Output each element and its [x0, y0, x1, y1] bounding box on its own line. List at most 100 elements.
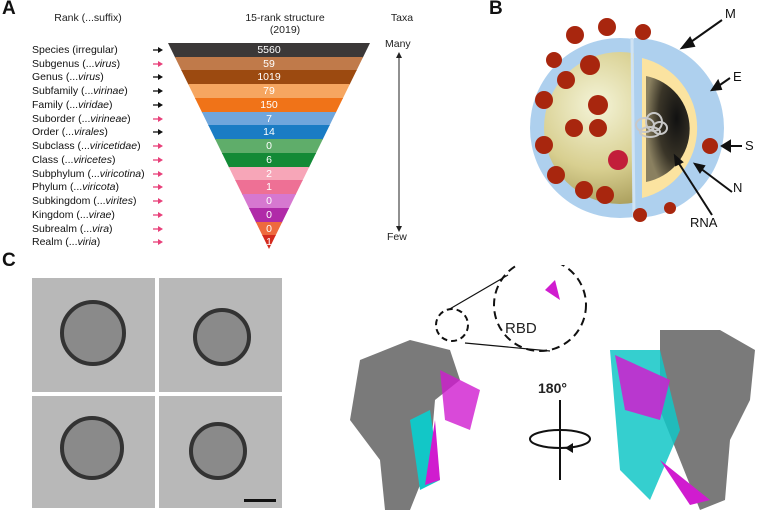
rank-name: Subrealm [32, 222, 77, 235]
pyramid-band: 150 [168, 97, 370, 113]
rank-suffix: viria [77, 236, 97, 249]
cryo-em-tile-1 [32, 278, 155, 392]
rank-name: Subclass [32, 140, 75, 153]
rank-suffix: viricotina [99, 167, 142, 180]
label-m: M [725, 6, 736, 21]
rbd-label: RBD [505, 320, 537, 337]
rank-name: Species [32, 44, 70, 56]
rotation-axis-icon [529, 400, 591, 480]
label-rna: RNA [690, 215, 718, 230]
spike-protein-back-view [610, 330, 755, 510]
rank-name: Family [32, 98, 63, 111]
pyramid-band: 59 [168, 56, 370, 72]
structure-header: 15-rank structure (2019) [210, 12, 360, 36]
rank-label: Realm (...viria) [32, 236, 101, 249]
pyramid-band: 0 [168, 194, 370, 209]
structure-header-line1: 15-rank structure [245, 12, 325, 24]
panel-c-letter: C [2, 250, 16, 271]
pyramid-band: 0 [168, 207, 370, 223]
rank-name: Kingdom [32, 208, 74, 221]
spike-protein-front-view [350, 340, 480, 510]
rank-suffix: virinae [93, 85, 125, 98]
pyramid-band: 0 [168, 221, 370, 237]
spike-proteins [535, 18, 718, 222]
pyramid-band: 2 [168, 166, 370, 182]
rank-label: Genus (...virus) [32, 71, 104, 84]
rank-arrow-icon [153, 156, 163, 163]
rank-suffix: virales [74, 126, 105, 139]
rank-name: Genus [32, 71, 63, 84]
rank-arrow-icon [153, 101, 163, 108]
rank-suffix: viridae [78, 98, 110, 111]
rank-suffix: virineae [90, 112, 128, 125]
taxa-many-label: Many [385, 38, 411, 50]
rank-arrow-icon [153, 60, 163, 67]
cryo-em-grid [32, 278, 282, 508]
pyramid-band: 14 [168, 125, 370, 141]
rank-label: Class (...viricetes) [32, 153, 116, 166]
taxonomy-pyramid: 5560 59 1019 79 150 7 14 0 6 2 1 0 0 0 1 [168, 43, 370, 249]
rank-arrow-icon [153, 170, 163, 177]
rank-name: Subkingdom [32, 195, 91, 208]
rank-label: Phylum (...viricota) [32, 181, 119, 194]
pyramid-band: 0 [168, 139, 370, 154]
rank-arrow-icon [153, 143, 163, 150]
pyramid-band: 7 [168, 111, 370, 127]
pyramid-band: 6 [168, 152, 370, 168]
rank-name: Subphylum [32, 167, 85, 180]
cryo-em-tile-4 [159, 396, 282, 508]
rank-suffix: vira [92, 222, 110, 235]
rank-name: Class [32, 153, 59, 166]
rank-label: Subclass (...viricetidae) [32, 140, 141, 153]
structure-header-line2: (2019) [269, 24, 301, 36]
pyramid-band: 79 [168, 84, 370, 99]
rotation-label: 180° [538, 380, 567, 396]
rank-name: Realm [32, 236, 63, 249]
rank-label: Subphylum (...viricotina) [32, 167, 145, 180]
rank-label: Kingdom (...virae) [32, 208, 115, 221]
rank-header: Rank (...suffix) [54, 12, 122, 24]
rank-suffix: viricetidae [89, 140, 138, 153]
rank-name: Subgenus [32, 57, 80, 70]
rna-strands [635, 112, 668, 138]
rank-suffix: viricetes [73, 153, 112, 166]
rank-suffix: virus [94, 57, 117, 70]
virion-diagram [530, 18, 724, 222]
rank-suffix: virites [105, 195, 133, 208]
rank-suffix: (irregular) [72, 44, 118, 56]
rank-arrow-icon [153, 88, 163, 95]
rank-label: Subgenus (...virus) [32, 57, 121, 70]
cryo-em-tile-3 [32, 396, 155, 508]
rank-label: Suborder (...virineae) [32, 112, 131, 125]
rank-label: Order (...virales) [32, 126, 108, 139]
taxa-double-arrow [396, 52, 402, 232]
rank-name: Phylum [32, 181, 68, 194]
rank-arrow-icon [153, 184, 163, 191]
label-n: N [733, 180, 743, 195]
rank-arrow-icon [153, 198, 163, 205]
rank-label: Subfamily (...virinae) [32, 85, 128, 98]
rank-arrow-icon [153, 129, 163, 136]
rank-label: Species (irregular) [32, 43, 118, 57]
panel-a-letter: A [2, 0, 16, 19]
label-e: E [733, 69, 742, 84]
panel-b-letter: B [489, 0, 503, 19]
pyramid-band: 5560 [168, 43, 370, 58]
scale-bar [244, 499, 276, 502]
rank-arrow-icon [153, 211, 163, 218]
rank-suffix: virus [78, 71, 101, 84]
panel-b-pointer-arrows [673, 19, 742, 216]
pyramid-band: 1 [168, 235, 370, 249]
rank-suffix: viricota [82, 181, 116, 194]
cryo-em-tile-2 [159, 278, 282, 392]
rank-name: Suborder [32, 112, 76, 125]
rank-suffix: virae [88, 208, 112, 221]
rank-arrow-icon [153, 74, 163, 81]
rank-name: Subfamily [32, 85, 79, 98]
rank-arrow-icon [153, 47, 163, 53]
rank-arrow-icon [153, 115, 163, 122]
rank-label: Subrealm (...vira) [32, 222, 113, 235]
label-s: S [745, 138, 754, 153]
rank-label: Subkingdom (...virites) [32, 195, 137, 208]
rbd-zoom-callout [435, 265, 587, 352]
